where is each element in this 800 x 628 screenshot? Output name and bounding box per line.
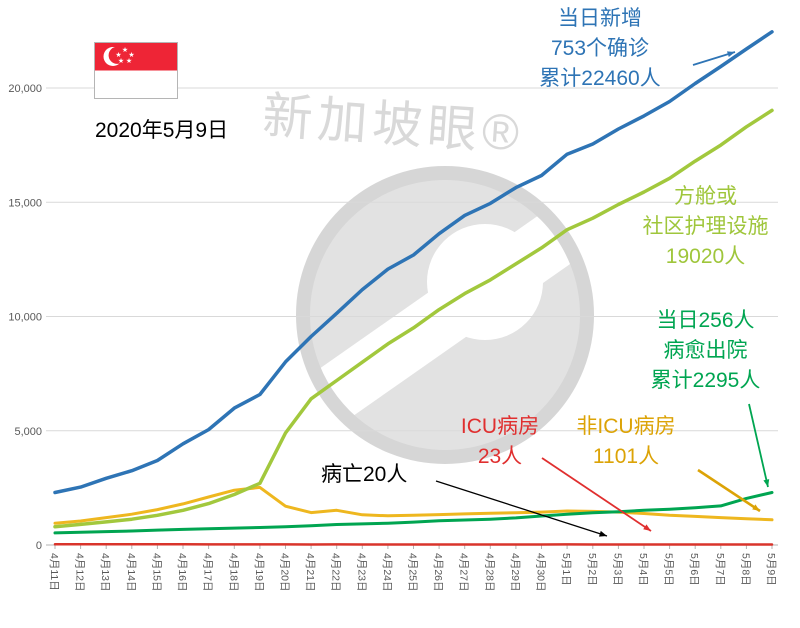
flag-white-band — [94, 70, 178, 99]
watermark-text: 新加坡眼® — [261, 87, 526, 161]
svg-text:4月23日: 4月23日 — [355, 553, 367, 592]
svg-text:5月7日: 5月7日 — [714, 553, 726, 586]
svg-text:★: ★ — [118, 57, 124, 65]
svg-text:5,000: 5,000 — [14, 426, 42, 438]
svg-text:4月20日: 4月20日 — [279, 553, 291, 592]
svg-text:5月8日: 5月8日 — [739, 553, 751, 586]
svg-text:4月19日: 4月19日 — [253, 553, 265, 592]
svg-text:4月29日: 4月29日 — [509, 553, 521, 592]
svg-text:4月26日: 4月26日 — [432, 553, 444, 592]
annotation-deaths: 病亡20人 — [321, 463, 408, 486]
date-label: 2020年5月9日 — [95, 119, 229, 142]
svg-text:4月18日: 4月18日 — [227, 553, 239, 592]
singapore-flag: ★ ★ ★ ★ ★ — [94, 42, 178, 104]
svg-text:★: ★ — [126, 57, 132, 65]
svg-text:4月30日: 4月30日 — [535, 553, 547, 592]
svg-text:★: ★ — [122, 46, 128, 54]
svg-text:4月17日: 4月17日 — [202, 553, 214, 592]
svg-text:4月15日: 4月15日 — [150, 553, 162, 592]
svg-text:4月21日: 4月21日 — [304, 553, 316, 592]
watermark-logo-ring — [296, 166, 594, 464]
svg-text:4月16日: 4月16日 — [176, 553, 188, 592]
svg-text:0: 0 — [36, 540, 42, 552]
annotation-new-cases: 当日新增 753个确诊 累计22460人 — [539, 7, 661, 90]
svg-text:4月13日: 4月13日 — [99, 553, 111, 592]
svg-text:4月24日: 4月24日 — [381, 553, 393, 592]
svg-text:10,000: 10,000 — [8, 312, 42, 324]
svg-text:4月11日: 4月11日 — [48, 553, 60, 591]
svg-text:4月28日: 4月28日 — [483, 553, 495, 592]
annotation-non-icu: 非ICU病房 1101人 — [576, 415, 676, 468]
svg-text:5月4日: 5月4日 — [637, 553, 649, 586]
svg-text:4月25日: 4月25日 — [407, 553, 419, 592]
plot-area: 0 5,000 10,000 15,000 20,000 4月11日 4月12日 4月13日 4… — [8, 30, 778, 592]
flag-stars: ★ ★ ★ ★ ★ — [115, 46, 134, 65]
svg-text:5月1日: 5月1日 — [560, 553, 572, 586]
svg-text:5月6日: 5月6日 — [688, 553, 700, 586]
svg-text:4月22日: 4月22日 — [330, 553, 342, 592]
svg-text:5月5日: 5月5日 — [663, 553, 675, 586]
svg-text:4月27日: 4月27日 — [458, 553, 470, 592]
annotation-community-facilities: 方舱或 社区护理设施 19020人 — [642, 185, 769, 268]
svg-text:★: ★ — [128, 51, 134, 59]
svg-text:4月12日: 4月12日 — [74, 553, 86, 592]
svg-text:5月3日: 5月3日 — [611, 553, 623, 586]
annotation-recovered: 当日256人 病愈出院 累计2295人 — [650, 309, 761, 392]
svg-text:5月9日: 5月9日 — [765, 553, 777, 586]
svg-text:5月2日: 5月2日 — [586, 553, 598, 586]
svg-text:4月14日: 4月14日 — [125, 553, 137, 592]
svg-text:15,000: 15,000 — [8, 197, 42, 209]
annotation-icu: ICU病房 23人 — [460, 415, 540, 468]
svg-text:★: ★ — [115, 51, 121, 59]
svg-text:20,000: 20,000 — [8, 83, 42, 95]
